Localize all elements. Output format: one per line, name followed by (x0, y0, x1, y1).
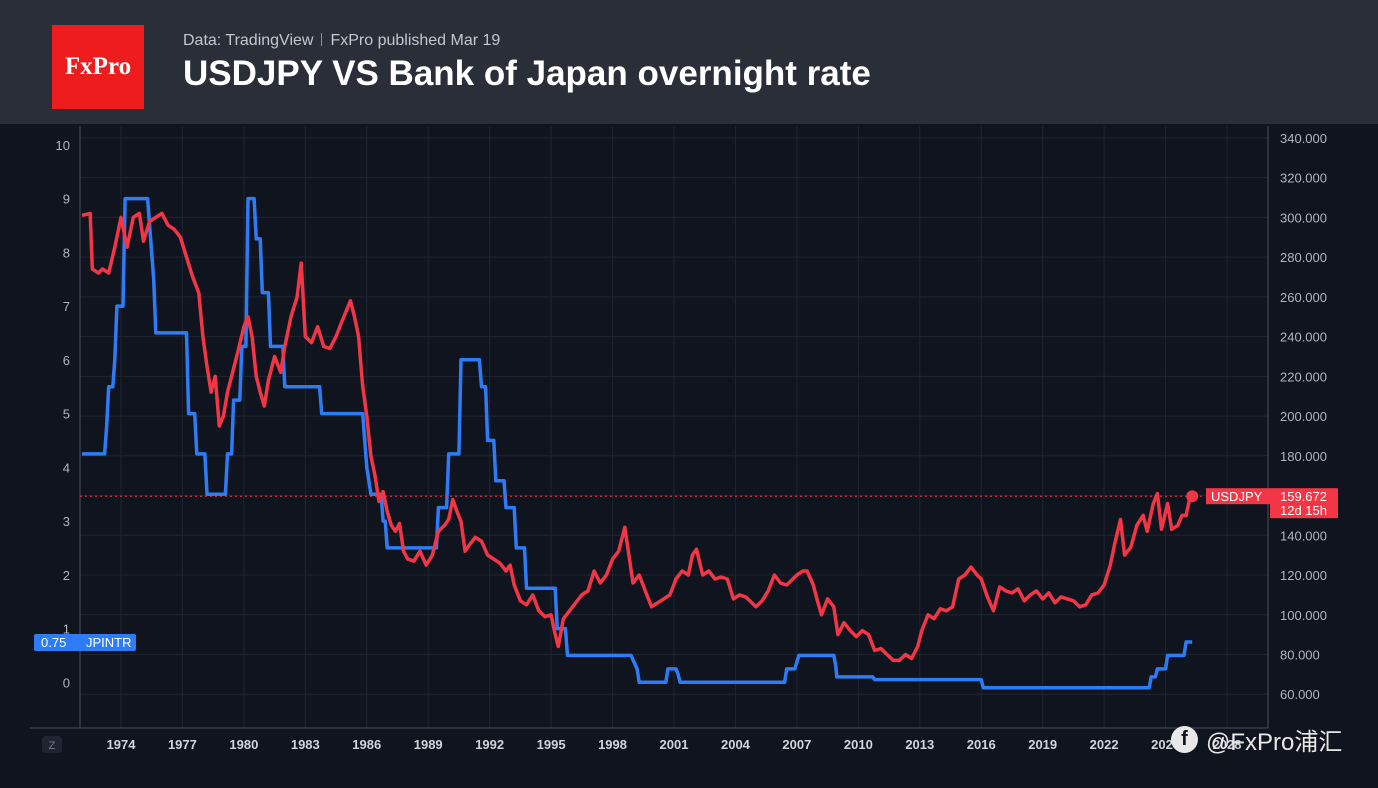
right-tick-label: 220.000 (1280, 369, 1327, 384)
chart-title: USDJPY VS Bank of Japan overnight rate (183, 54, 871, 93)
left-tick-label: 6 (63, 353, 70, 368)
jpintr-line (82, 196, 1193, 690)
z-button-label: Z (49, 740, 56, 752)
social-account-icon: f (1171, 726, 1198, 753)
usdjpy-name-tag (1206, 488, 1270, 505)
left-tick-label: 7 (63, 299, 70, 314)
separator (321, 33, 323, 46)
left-tick-label: 1 (63, 622, 70, 637)
x-tick-label: 2028 (1213, 737, 1242, 752)
x-tick-label: 2004 (721, 737, 751, 752)
x-tick-label: 2001 (660, 737, 689, 752)
left-tick-label: 4 (63, 460, 70, 475)
source-line: Data: TradingView FxPro published Mar 19 (183, 32, 500, 50)
jpintr-name-label: JPINTR (86, 635, 132, 650)
plot-series (81, 196, 1193, 690)
x-tick-label: 2022 (1090, 737, 1119, 752)
right-tick-label: 240.000 (1280, 330, 1327, 345)
right-tick-label: 260.000 (1280, 290, 1327, 305)
x-tick-label: 1989 (414, 737, 443, 752)
axes: 60.00080.000100.000120.000140.000160.000… (30, 126, 1327, 753)
jpintr-tag (34, 634, 136, 651)
usdjpy-name-label: USDJPY (1211, 489, 1263, 504)
x-tick-label: 1974 (107, 737, 137, 752)
x-tick-label: 1995 (537, 737, 566, 752)
usdjpy-price-tag (1270, 488, 1338, 519)
left-tick-label: 9 (63, 192, 70, 207)
x-tick-label: 2016 (967, 737, 996, 752)
fxpro-logo: FxPro (52, 25, 144, 109)
jpintr-value-label: 0.75 (41, 635, 66, 650)
x-tick-label: 2007 (782, 737, 811, 752)
left-tick-label: 0 (63, 675, 70, 690)
right-tick-label: 80.000 (1280, 647, 1320, 662)
right-tick-label: 180.000 (1280, 449, 1327, 464)
x-tick-label: 2013 (905, 737, 934, 752)
x-tick-label: 2019 (1028, 737, 1057, 752)
x-tick-label: 1980 (229, 737, 258, 752)
usdjpy-last-dot (1186, 490, 1199, 503)
usdjpy-countdown-label: 12d 15h (1280, 503, 1327, 518)
right-tick-label: 200.000 (1280, 409, 1327, 424)
usdjpy-price-label: 159.672 (1280, 489, 1327, 504)
left-tick-label: 3 (63, 514, 70, 529)
right-tick-label: 60.000 (1280, 687, 1320, 702)
x-tick-label: 1977 (168, 737, 197, 752)
header-bar: FxPro Data: TradingView FxPro published M… (0, 0, 1378, 124)
x-tick-label: 1986 (352, 737, 381, 752)
watermark: f @FxPro浦汇 (1171, 722, 1342, 757)
right-tick-label: 280.000 (1280, 250, 1327, 265)
x-tick-label: 2010 (844, 737, 873, 752)
right-tick-label: 140.000 (1280, 528, 1327, 543)
right-tick-label: 120.000 (1280, 568, 1327, 583)
publish-info: FxPro published Mar 19 (330, 32, 501, 49)
right-tick-label: 320.000 (1280, 171, 1327, 186)
right-tick-label: 300.000 (1280, 210, 1327, 225)
left-tick-label: 10 (56, 138, 70, 153)
left-tick-label: 2 (63, 568, 70, 583)
left-tick-label: 5 (63, 407, 70, 422)
chart-area: 60.00080.000100.000120.000140.000160.000… (30, 126, 1338, 753)
left-tick-label: 8 (63, 245, 70, 260)
x-tick-label: 1983 (291, 737, 320, 752)
data-source: Data: TradingView (183, 32, 314, 49)
right-tick-label: 100.000 (1280, 608, 1327, 623)
grid-lines (80, 126, 1268, 728)
x-tick-label: 1992 (475, 737, 504, 752)
watermark-text: @FxPro浦汇 (1206, 729, 1343, 756)
z-button (42, 736, 62, 753)
x-tick-label: 1998 (598, 737, 627, 752)
usdjpy-line (81, 211, 1193, 663)
right-tick-label: 340.000 (1280, 131, 1327, 146)
